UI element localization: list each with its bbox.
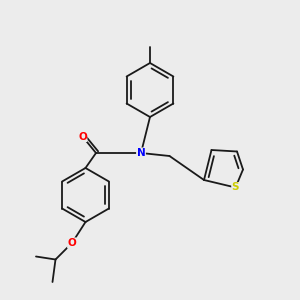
Text: N: N — [136, 148, 146, 158]
Text: O: O — [68, 238, 76, 248]
Text: S: S — [232, 182, 239, 193]
Text: O: O — [78, 131, 87, 142]
